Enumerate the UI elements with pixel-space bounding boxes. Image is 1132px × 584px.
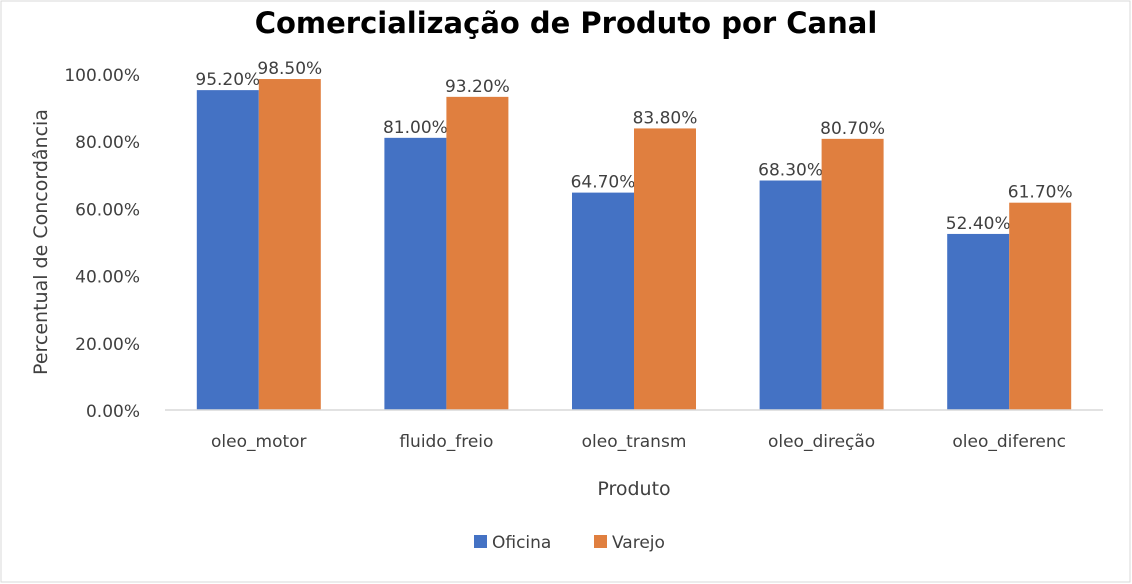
y-tick-label: 100.00%: [64, 66, 140, 86]
x-axis-title: Produto: [597, 478, 670, 500]
x-tick-label: oleo_motor: [211, 432, 307, 452]
y-tick-label: 40.00%: [75, 268, 140, 288]
bar-varejo: [634, 128, 696, 410]
x-tick-label: oleo_diferenc: [952, 432, 1066, 452]
bar-oficina: [196, 90, 259, 411]
y-tick-label: 80.00%: [75, 133, 140, 153]
data-label: 93.20%: [445, 77, 510, 97]
bar-oficina: [947, 233, 1010, 410]
data-label: 83.80%: [633, 108, 698, 128]
legend-label-varejo: Varejo: [612, 533, 665, 553]
bar-varejo: [821, 138, 884, 410]
data-label: 95.20%: [195, 70, 260, 90]
y-tick-label: 20.00%: [75, 335, 140, 355]
data-label: 52.40%: [946, 214, 1011, 234]
bar-varejo: [1009, 202, 1072, 410]
bar-oficina: [384, 137, 447, 410]
bar-oficina: [572, 192, 634, 410]
chart-title: Comercialização de Produto por Canal: [255, 6, 878, 40]
legend-swatch-varejo: [594, 535, 607, 548]
y-tick-label: 0.00%: [86, 402, 140, 422]
bar-varejo: [258, 79, 321, 410]
x-tick-label: fluido_freio: [399, 432, 493, 452]
legend-swatch-oficina: [474, 535, 487, 548]
data-label: 64.70%: [571, 173, 636, 193]
y-axis-title: Percentual de Concordância: [30, 109, 52, 375]
x-tick-label: oleo_transm: [582, 432, 687, 452]
data-label: 80.70%: [820, 119, 885, 139]
x-tick-label: oleo_direção: [768, 432, 875, 452]
data-label: 68.30%: [758, 161, 823, 181]
data-label: 98.50%: [257, 59, 322, 79]
bar-oficina: [759, 180, 822, 410]
y-tick-label: 60.00%: [75, 200, 140, 220]
data-label: 61.70%: [1008, 183, 1073, 203]
bar-varejo: [446, 96, 509, 411]
data-label: 81.00%: [383, 118, 448, 138]
legend-label-oficina: Oficina: [492, 533, 551, 553]
